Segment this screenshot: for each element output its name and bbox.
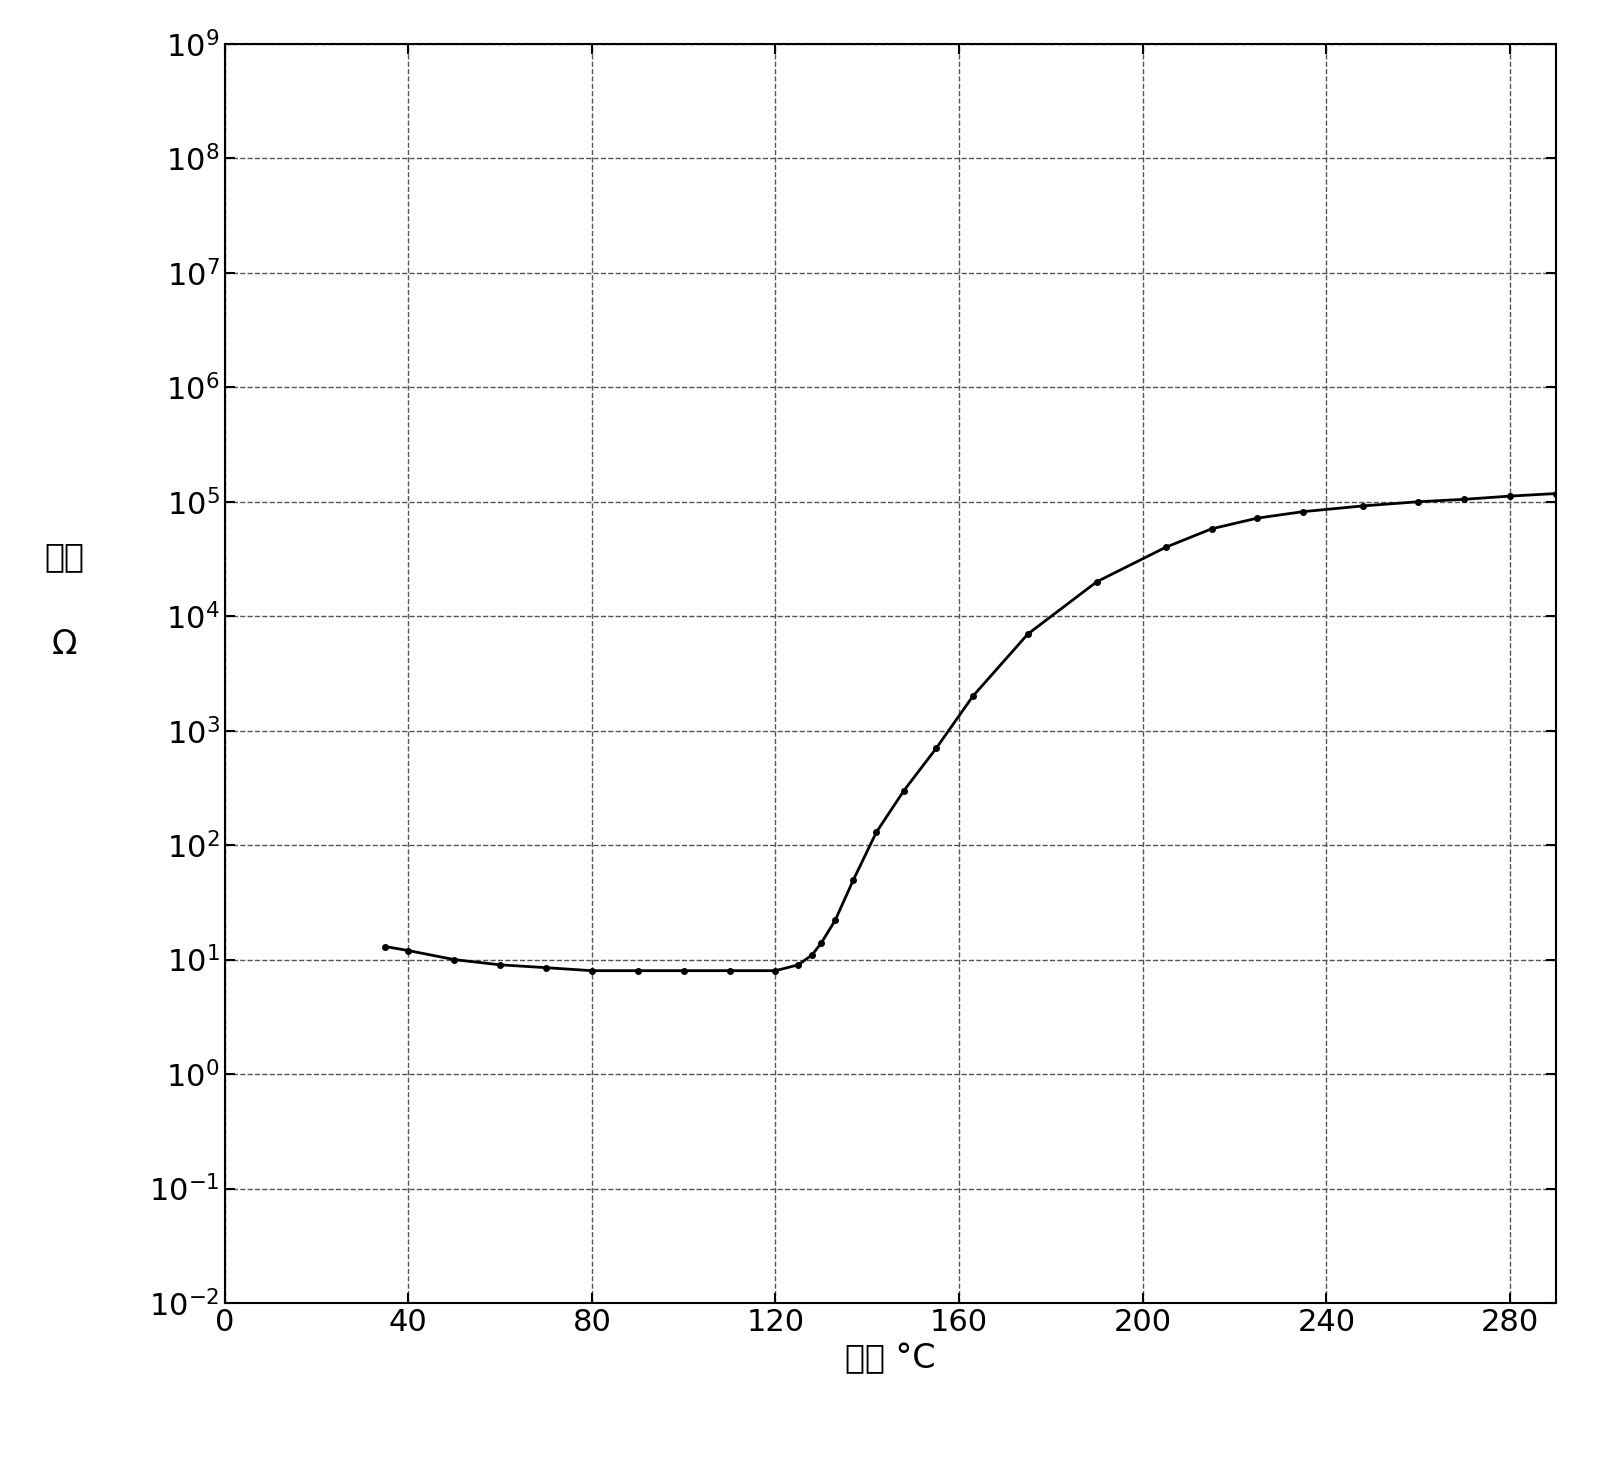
Text: 电阱: 电阱 [45,540,83,572]
Text: Ω: Ω [51,628,77,660]
X-axis label: 温度 °C: 温度 °C [845,1342,935,1375]
